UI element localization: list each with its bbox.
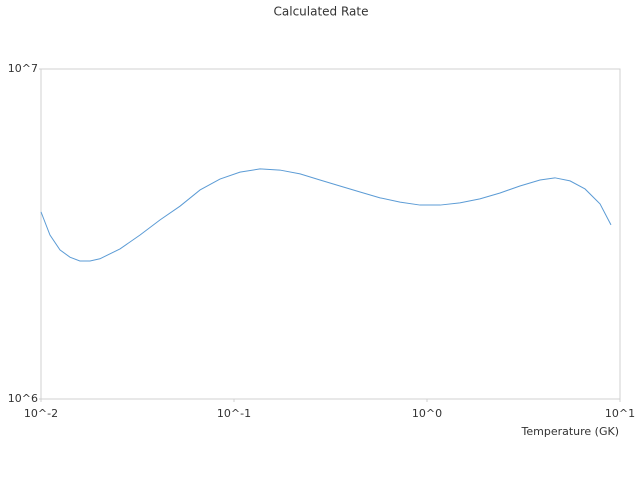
y-tick-label: 10^6	[8, 392, 38, 405]
plot-frame	[40, 68, 621, 400]
x-axis-label: Temperature (GK)	[521, 425, 620, 438]
chart-title: Calculated Rate	[274, 5, 369, 19]
x-tick-label: 10^-2	[24, 407, 58, 420]
x-tick-label: 10^1	[605, 407, 635, 420]
x-tick-label: 10^0	[412, 407, 442, 420]
y-tick-label: 10^7	[8, 62, 38, 75]
x-tick-label: 10^-1	[217, 407, 251, 420]
line-series	[40, 168, 612, 262]
